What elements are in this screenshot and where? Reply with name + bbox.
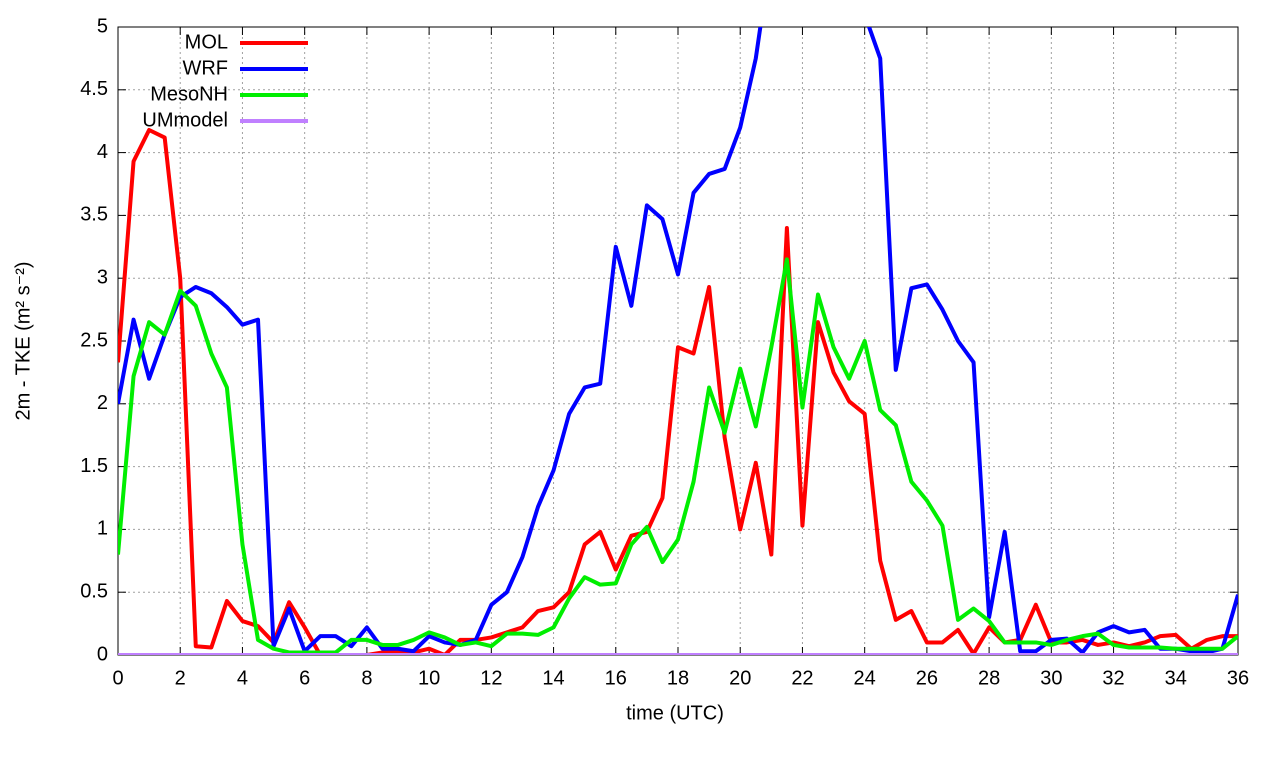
y-tick-label: 1 — [97, 518, 108, 540]
y-tick-label: 1.5 — [80, 455, 108, 477]
x-tick-label: 34 — [1165, 667, 1187, 689]
x-tick-label: 18 — [667, 667, 689, 689]
y-tick-label: 3 — [97, 266, 108, 288]
y-tick-label: 4 — [97, 141, 108, 163]
data-line — [118, 127, 1238, 655]
x-tick-label: 32 — [1102, 667, 1124, 689]
legend-label: UMmodel — [142, 109, 228, 131]
x-tick-label: 36 — [1227, 667, 1249, 689]
x-tick-label: 16 — [605, 667, 627, 689]
y-tick-label: 2.5 — [80, 329, 108, 351]
y-tick-label: 5 — [97, 15, 108, 37]
legend-label: MesoNH — [150, 83, 228, 105]
x-tick-label: 8 — [361, 667, 372, 689]
x-tick-label: 28 — [978, 667, 1000, 689]
x-tick-label: 24 — [854, 667, 876, 689]
x-axis-label: time (UTC) — [626, 702, 724, 724]
y-tick-label: 3.5 — [80, 204, 108, 226]
x-tick-label: 22 — [791, 667, 813, 689]
x-tick-label: 2 — [175, 667, 186, 689]
plot-area — [118, 27, 1238, 655]
legend-label: MOL — [185, 31, 228, 53]
y-axis-label: 2m - TKE (m² s⁻²) — [12, 261, 34, 420]
y-tick-label: 0.5 — [80, 580, 108, 602]
legend-label: WRF — [182, 57, 228, 79]
x-tick-label: 0 — [112, 667, 123, 689]
x-tick-label: 26 — [916, 667, 938, 689]
x-tick-label: 6 — [299, 667, 310, 689]
x-tick-label: 4 — [237, 667, 248, 689]
x-tick-label: 12 — [480, 667, 502, 689]
x-tick-label: 30 — [1040, 667, 1062, 689]
y-tick-label: 2 — [97, 392, 108, 414]
y-tick-label: 4.5 — [80, 78, 108, 100]
x-tick-label: 10 — [418, 667, 440, 689]
y-tick-label: 0 — [97, 643, 108, 665]
x-tick-label: 20 — [729, 667, 751, 689]
data-line — [118, 257, 1238, 655]
x-tick-label: 14 — [542, 667, 564, 689]
